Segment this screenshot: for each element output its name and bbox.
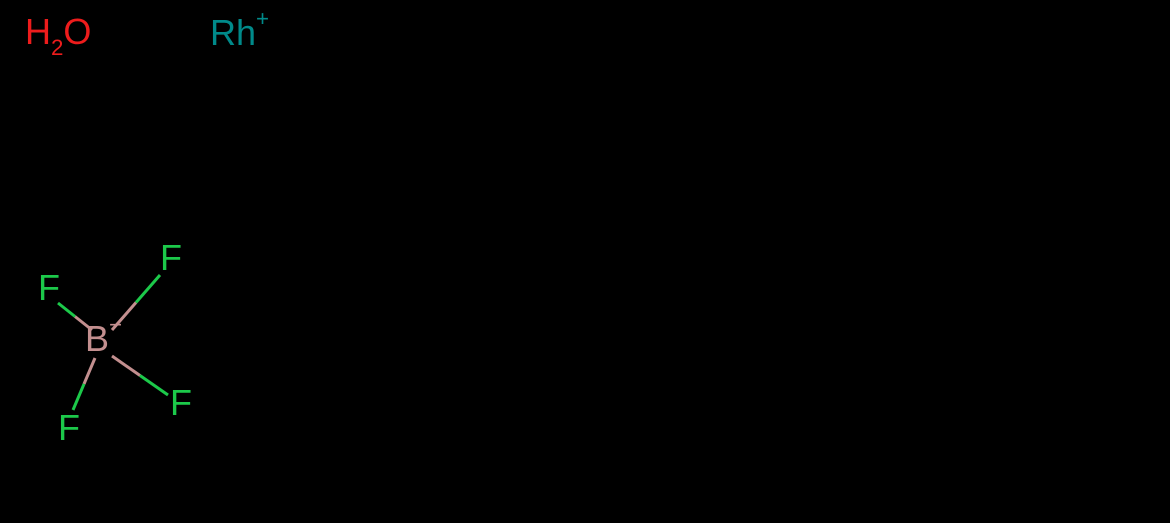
molecule-svg xyxy=(0,0,1170,523)
bf4-bonds xyxy=(58,275,168,410)
skeleton xyxy=(291,40,1108,360)
